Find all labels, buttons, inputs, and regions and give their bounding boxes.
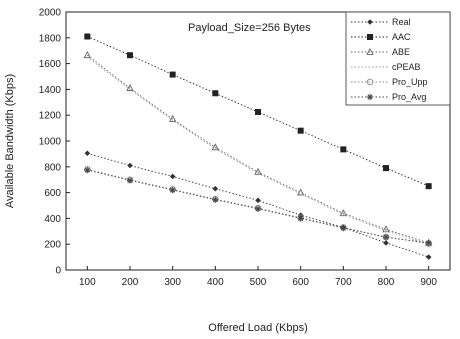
y-tick-label: 1600 bbox=[39, 59, 62, 70]
y-tick-label: 1800 bbox=[39, 33, 62, 44]
x-tick-label: 700 bbox=[335, 277, 352, 288]
legend-item-cpeab: cPEAB bbox=[351, 62, 421, 72]
legend-item-real: Real bbox=[351, 17, 411, 27]
y-axis-label: Available Bandwidth (Kbps) bbox=[4, 74, 16, 208]
data-point-abe bbox=[168, 114, 177, 122]
y-tick-label: 2000 bbox=[39, 8, 62, 19]
legend-swatch-marker bbox=[366, 78, 374, 86]
legend-box bbox=[345, 11, 451, 106]
x-tick-label: 100 bbox=[79, 277, 96, 288]
data-point-pro-avg bbox=[84, 166, 91, 174]
data-point-pro-avg bbox=[382, 233, 390, 241]
data-point-pro-avg bbox=[126, 177, 134, 184]
x-tick-label: 500 bbox=[250, 277, 267, 288]
data-point-aac bbox=[340, 146, 347, 153]
data-point-pro-avg bbox=[254, 205, 262, 212]
data-point-abe bbox=[296, 188, 305, 196]
data-point-abe bbox=[126, 83, 134, 91]
data-point-abe bbox=[254, 167, 262, 175]
legend-item-aac: AAC bbox=[351, 32, 411, 42]
data-point-abe bbox=[382, 225, 390, 233]
legend-label: cPEAB bbox=[392, 62, 421, 72]
legend-label: Real bbox=[392, 17, 411, 27]
legend-label: AAC bbox=[392, 32, 411, 42]
data-point-aac bbox=[169, 71, 176, 78]
y-tick-label: 600 bbox=[44, 188, 61, 199]
data-point-abe bbox=[211, 143, 220, 151]
data-point-pro-avg bbox=[297, 215, 304, 222]
x-tick-label: 600 bbox=[292, 277, 309, 288]
data-point-aac bbox=[212, 90, 219, 97]
y-tick-label: 1400 bbox=[39, 85, 62, 96]
series-pro-avg bbox=[84, 166, 432, 247]
data-point-aac bbox=[297, 127, 304, 134]
legend-swatch-marker bbox=[367, 19, 373, 25]
series-line-abe bbox=[87, 54, 429, 244]
y-tick-label: 1200 bbox=[39, 111, 62, 122]
legend-swatch-marker bbox=[366, 47, 374, 55]
legend-label: Pro_Avg bbox=[392, 92, 426, 102]
legend-label: Pro_Upp bbox=[392, 77, 428, 87]
series-layer bbox=[83, 33, 433, 260]
data-point-real bbox=[169, 173, 176, 180]
legend-swatch-marker bbox=[367, 34, 373, 40]
data-point-real bbox=[255, 197, 261, 204]
data-point-pro-avg bbox=[340, 224, 347, 232]
data-point-pro-avg bbox=[169, 186, 176, 194]
x-axis-label: Offered Load (Kbps) bbox=[208, 322, 307, 334]
data-point-pro-avg bbox=[212, 196, 219, 203]
legend-item-abe: ABE bbox=[351, 47, 410, 57]
series-line-cpeab bbox=[87, 56, 429, 245]
y-tick-label: 0 bbox=[55, 266, 61, 277]
data-point-pro-avg bbox=[425, 239, 432, 247]
series-aac bbox=[84, 33, 432, 190]
legend-item-pro-upp: Pro_Upp bbox=[351, 77, 428, 87]
data-point-real bbox=[383, 240, 389, 246]
y-tick-label: 400 bbox=[44, 214, 61, 225]
y-axis-ticks: 0 200 400 600 800 1000 1200 1400 1600 1800 2000 bbox=[39, 8, 70, 277]
data-point-abe bbox=[339, 209, 348, 217]
y-tick-label: 800 bbox=[44, 162, 61, 173]
data-point-real bbox=[425, 254, 432, 260]
y-tick-label: 1000 bbox=[39, 137, 62, 148]
data-point-aac bbox=[127, 52, 133, 59]
legend: Real AAC ABE cPEAB Pro_Upp Pro_Avg bbox=[345, 11, 451, 106]
data-point-real bbox=[212, 185, 219, 192]
x-tick-label: 200 bbox=[122, 277, 139, 288]
payload-annotation: Payload_Size=256 Bytes bbox=[188, 22, 311, 34]
data-point-aac bbox=[84, 33, 91, 40]
x-tick-label: 400 bbox=[207, 277, 224, 288]
x-axis-ticks: 100 200 300 400 500 600 700 800 900 bbox=[79, 266, 437, 288]
data-point-aac bbox=[255, 108, 261, 115]
data-point-aac bbox=[425, 183, 432, 190]
x-tick-label: 900 bbox=[420, 277, 437, 288]
data-point-real bbox=[84, 150, 91, 157]
data-point-aac bbox=[383, 165, 389, 172]
y-tick-label: 200 bbox=[44, 240, 61, 251]
legend-label: ABE bbox=[392, 47, 410, 57]
series-abe bbox=[83, 51, 433, 246]
x-tick-label: 800 bbox=[378, 277, 395, 288]
series-cpeab bbox=[87, 56, 429, 245]
x-tick-label: 300 bbox=[164, 277, 181, 288]
data-point-real bbox=[127, 162, 133, 169]
legend-item-pro-avg: Pro_Avg bbox=[351, 92, 426, 102]
legend-swatch-marker bbox=[366, 93, 374, 101]
